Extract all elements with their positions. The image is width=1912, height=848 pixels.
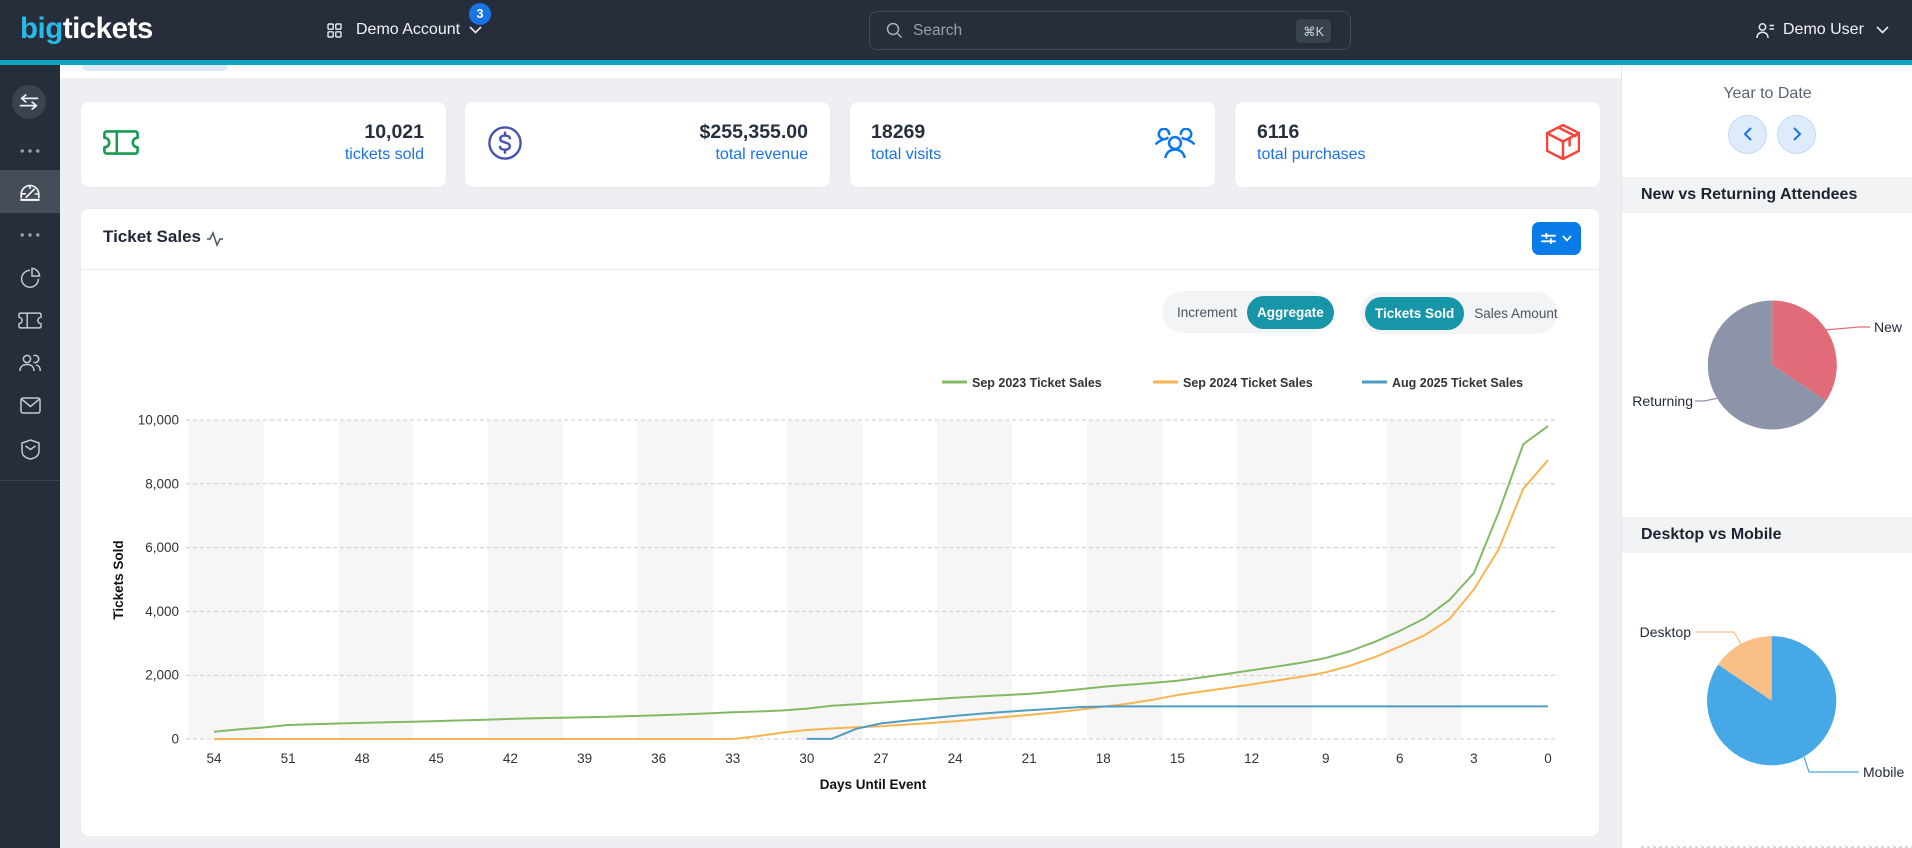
- svg-text:Mobile: Mobile: [1863, 764, 1904, 780]
- svg-text:2,000: 2,000: [145, 668, 179, 683]
- svg-text:9: 9: [1322, 751, 1330, 766]
- svg-text:45: 45: [429, 751, 444, 766]
- svg-text:51: 51: [281, 751, 296, 766]
- svg-text:6,000: 6,000: [145, 540, 179, 555]
- svg-text:New: New: [1874, 319, 1903, 335]
- svg-text:10,000: 10,000: [138, 413, 179, 428]
- svg-text:15: 15: [1170, 751, 1185, 766]
- svg-text:54: 54: [206, 751, 222, 766]
- svg-text:18: 18: [1096, 751, 1111, 766]
- svg-text:21: 21: [1022, 751, 1037, 766]
- svg-text:0: 0: [1544, 751, 1552, 766]
- svg-text:8,000: 8,000: [145, 476, 179, 491]
- svg-text:12: 12: [1244, 751, 1259, 766]
- svg-text:Sep 2023 Ticket Sales: Sep 2023 Ticket Sales: [972, 376, 1102, 390]
- svg-text:4,000: 4,000: [145, 604, 179, 619]
- svg-text:Tickets Sold: Tickets Sold: [111, 540, 126, 619]
- svg-text:Days Until Event: Days Until Event: [820, 777, 927, 792]
- svg-text:33: 33: [725, 751, 740, 766]
- svg-text:Aug 2025 Ticket Sales: Aug 2025 Ticket Sales: [1392, 376, 1523, 390]
- svg-text:3: 3: [1470, 751, 1478, 766]
- svg-text:27: 27: [873, 751, 888, 766]
- svg-text:Returning: Returning: [1632, 393, 1693, 409]
- svg-text:24: 24: [948, 751, 964, 766]
- svg-text:0: 0: [171, 732, 179, 747]
- svg-text:48: 48: [355, 751, 370, 766]
- svg-text:39: 39: [577, 751, 592, 766]
- svg-text:30: 30: [799, 751, 814, 766]
- svg-text:42: 42: [503, 751, 518, 766]
- svg-text:6: 6: [1396, 751, 1404, 766]
- svg-text:36: 36: [651, 751, 666, 766]
- svg-text:Desktop: Desktop: [1640, 624, 1692, 640]
- svg-text:Sep 2024 Ticket Sales: Sep 2024 Ticket Sales: [1183, 376, 1313, 390]
